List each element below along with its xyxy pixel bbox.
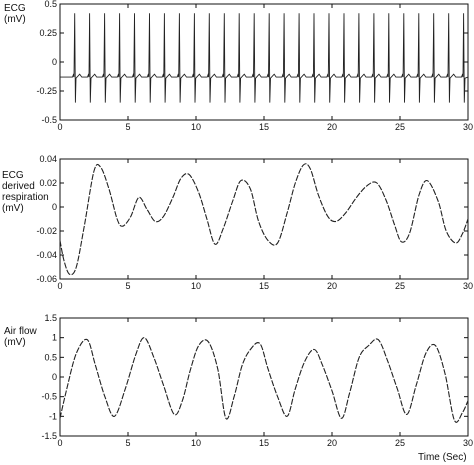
panel-1-series-line bbox=[60, 13, 469, 103]
panel-1-xtick-label-20: 20 bbox=[327, 122, 337, 132]
edr-ylabel: ECG derived respiration (mV) bbox=[2, 170, 49, 214]
panel-2-xtick-label-30: 30 bbox=[463, 281, 473, 291]
panel-2-ytick-label-2: -0.02 bbox=[36, 226, 57, 236]
panel-2-frame bbox=[59, 158, 469, 280]
panel-3-ytick-label-1: -1 bbox=[49, 411, 57, 421]
panel-1-xtick-label-30: 30 bbox=[463, 122, 473, 132]
panel-3-ytick-label-0: -1.5 bbox=[41, 431, 57, 441]
panel-1-frame bbox=[59, 3, 469, 121]
panel-1-ytick-label-4: 0.5 bbox=[44, 0, 57, 9]
panel-3-frame bbox=[59, 317, 469, 437]
panel-3-xtick-label-10: 10 bbox=[191, 438, 201, 448]
edr-ylabel-line-1: ECG bbox=[2, 170, 24, 181]
panel-2-ytick-label-4: 0.02 bbox=[39, 178, 57, 188]
panel-3-xtick-label-30: 30 bbox=[463, 438, 473, 448]
ecg-ylabel: ECG (mV) bbox=[4, 3, 26, 25]
ecg-ylabel-line-2: (mV) bbox=[4, 14, 26, 25]
panel-2-ytick-label-0: -0.06 bbox=[36, 274, 57, 284]
panel-2-series-line bbox=[59, 163, 469, 276]
panel-3-xtick-label-20: 20 bbox=[327, 438, 337, 448]
edr-ylabel-line-4: (mV) bbox=[2, 203, 24, 214]
panel-1-xtick-label-10: 10 bbox=[191, 122, 201, 132]
panel-2-xtick-label-5: 5 bbox=[125, 281, 130, 291]
panel-3-xtick-label-0: 0 bbox=[57, 438, 62, 448]
panel-1-xtick-label-15: 15 bbox=[259, 122, 269, 132]
panel-3-xtick-label-5: 5 bbox=[125, 438, 130, 448]
panel-1-xtick-label-5: 5 bbox=[125, 122, 130, 132]
airflow-ylabel: Air flow (mV) bbox=[4, 326, 37, 348]
panel-2-xtick-label-10: 10 bbox=[191, 281, 201, 291]
panel-3-xtick-label-15: 15 bbox=[259, 438, 269, 448]
panel-1-xtick-label-0: 0 bbox=[57, 122, 62, 132]
panel-1-ytick-label-1: -0.25 bbox=[36, 86, 57, 96]
panel-2-ytick-label-5: 0.04 bbox=[39, 154, 57, 164]
edr-ylabel-line-3: respiration bbox=[2, 192, 49, 203]
panel-2-xtick-label-25: 25 bbox=[395, 281, 405, 291]
panel-3-ytick-label-6: 1.5 bbox=[44, 313, 57, 323]
panel-2-xtick-label-15: 15 bbox=[259, 281, 269, 291]
airflow-ylabel-line-1: Air flow bbox=[4, 326, 37, 337]
panel-2-xtick-label-0: 0 bbox=[57, 281, 62, 291]
edr-ylabel-line-2: derived bbox=[2, 181, 35, 192]
panel-1-ytick-label-3: 0.25 bbox=[39, 28, 57, 38]
panel-1-ytick-label-2: 0 bbox=[52, 57, 57, 67]
panel-3-ytick-label-3: 0 bbox=[52, 372, 57, 382]
panel-3-xtick-label-25: 25 bbox=[395, 438, 405, 448]
panel-3-series-line bbox=[59, 337, 469, 423]
panel-1-xtick-label-25: 25 bbox=[395, 122, 405, 132]
panel-2-ytick-label-1: -0.04 bbox=[36, 250, 57, 260]
panel-1-ytick-label-0: -0.5 bbox=[41, 115, 57, 125]
x-axis-label: Time (Sec) bbox=[418, 452, 467, 463]
panel-3-ytick-label-4: 0.5 bbox=[44, 352, 57, 362]
panel-3-ytick-label-2: -0.5 bbox=[41, 392, 57, 402]
panel-3-ytick-label-5: 1 bbox=[52, 333, 57, 343]
ecg-ylabel-line-1: ECG bbox=[4, 3, 26, 14]
airflow-ylabel-line-2: (mV) bbox=[4, 337, 26, 348]
panel-2-ytick-label-3: 0 bbox=[52, 202, 57, 212]
panel-2-xtick-label-20: 20 bbox=[327, 281, 337, 291]
